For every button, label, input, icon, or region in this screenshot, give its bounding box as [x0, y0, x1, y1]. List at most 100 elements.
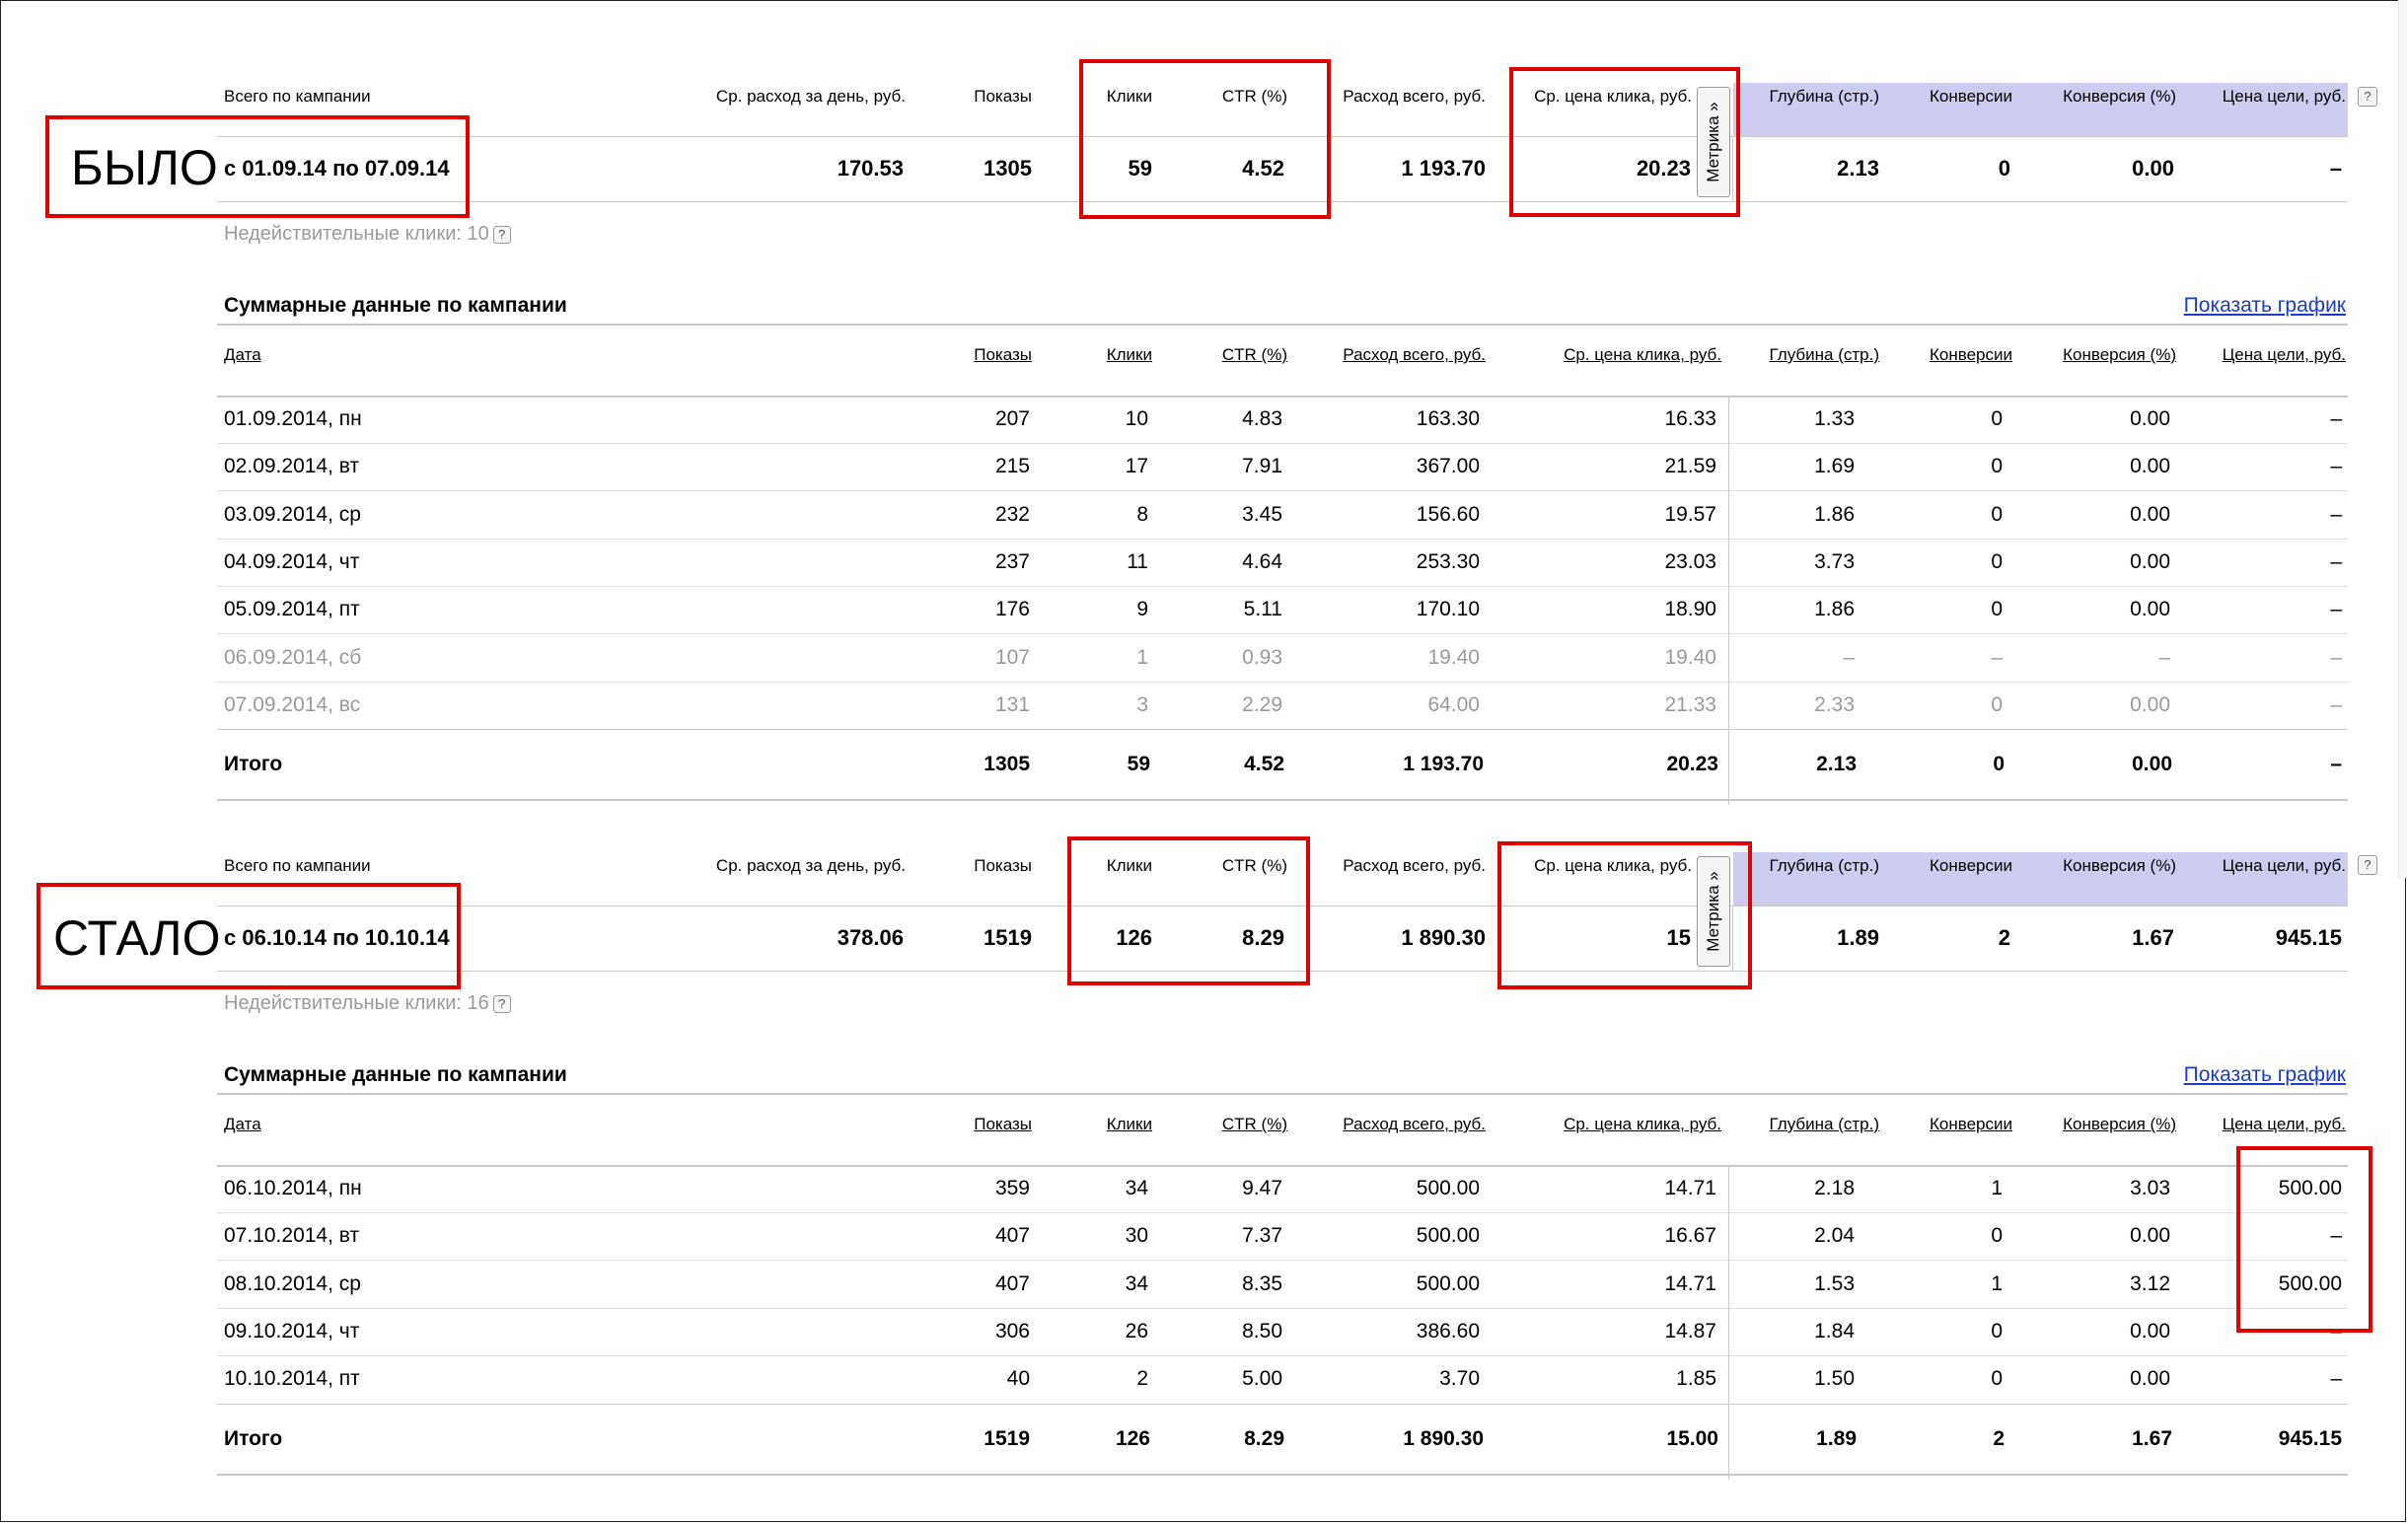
table-cell: 9: [1136, 598, 1148, 621]
table-cell: 0.00: [2130, 455, 2170, 478]
table-col-header[interactable]: Ср. цена клика, руб.: [1564, 345, 1721, 364]
total-cell: 1305: [984, 753, 1030, 776]
summary-col-header: Всего по кампании: [224, 87, 371, 106]
table-cell: 05.09.2014, пт: [224, 598, 360, 621]
table-cell: 0.93: [1242, 645, 1282, 669]
table-cell: 21.33: [1664, 692, 1716, 716]
table-cell: –: [2330, 692, 2342, 716]
summary-col-header: CTR (%): [1221, 87, 1287, 106]
table-cell: 8.35: [1242, 1271, 1282, 1295]
annotation-box-before-period: [45, 115, 470, 218]
table-cell: 215: [994, 455, 1030, 478]
table-col-header[interactable]: Цена цели, руб.: [2222, 1115, 2346, 1133]
summary-col-header: Глубина (стр.): [1769, 87, 1879, 106]
question-icon[interactable]: ?: [492, 226, 511, 244]
annotation-box-after-goal-price: [2236, 1146, 2372, 1333]
summary-value: 0: [1998, 156, 2010, 181]
table-col-header[interactable]: Глубина (стр.): [1769, 345, 1879, 364]
table-col-header[interactable]: Ср. цена клика, руб.: [1564, 1115, 1721, 1133]
question-icon[interactable]: ?: [492, 995, 511, 1013]
metrika-button[interactable]: Метрика »: [1697, 87, 1730, 197]
table-cell: –: [2330, 598, 2342, 621]
table-col-header[interactable]: Клики: [1106, 345, 1152, 364]
metrika-button[interactable]: Метрика »: [1697, 856, 1730, 967]
invalid-clicks-value: 16: [467, 992, 489, 1014]
table-col-header[interactable]: Конверсия (%): [2063, 1115, 2176, 1133]
total-cell: 2: [1993, 1426, 2005, 1450]
table-cell: 0.00: [2130, 407, 2170, 430]
table-row-divider: [217, 681, 2348, 683]
total-cell: 1519: [984, 1426, 1030, 1450]
table-col-header[interactable]: CTR (%): [1221, 345, 1287, 364]
summary-col-header: Цена цели, руб.: [2222, 87, 2346, 106]
table-title-border: [217, 324, 2348, 326]
table-cell: 03.09.2014, ср: [224, 502, 361, 526]
summary-value: 126: [1116, 925, 1152, 950]
annotation-box-after-period: [36, 883, 461, 989]
total-cell: 15.00: [1666, 1426, 1718, 1450]
show-graph-link[interactable]: Показать график: [2183, 1063, 2346, 1086]
table-col-header[interactable]: Конверсия (%): [2063, 345, 2176, 364]
table-bottom-border: [217, 1473, 2348, 1476]
table-cell: 359: [994, 1177, 1030, 1199]
table-col-header[interactable]: Расход всего, руб.: [1343, 1115, 1486, 1133]
table-cell: 7.37: [1242, 1224, 1282, 1248]
annotation-box-after-cpc: [1497, 841, 1752, 989]
summary-col-header: Ср. цена клика, руб.: [1534, 87, 1692, 106]
table-col-header[interactable]: Глубина (стр.): [1769, 1115, 1879, 1133]
summary-col-header: Ср. расход за день, руб.: [715, 856, 906, 875]
table-cell: 04.09.2014, чт: [224, 549, 360, 573]
summary-value: 15: [1666, 925, 1691, 950]
table-cell: 253.30: [1416, 549, 1480, 573]
table-cell: 107: [994, 645, 1030, 669]
table-cell: 06.09.2014, сб: [224, 645, 362, 669]
table-cell: 1: [1991, 1177, 2003, 1199]
table-col-header[interactable]: CTR (%): [1221, 1115, 1287, 1133]
total-cell: 945.15: [2278, 1426, 2342, 1450]
show-graph-link[interactable]: Показать график: [2183, 294, 2346, 317]
summary-col-header: CTR (%): [1221, 856, 1287, 875]
table-col-header[interactable]: Конверсии: [1930, 345, 2012, 364]
summary-divider: [1732, 906, 1733, 971]
total-cell: 1 890.30: [1403, 1426, 1484, 1450]
table-col-header[interactable]: Дата: [224, 345, 261, 364]
table-col-header[interactable]: Показы: [974, 345, 1032, 364]
table-cell: –: [2330, 645, 2342, 669]
table-cell: 0: [1991, 407, 2003, 430]
table-cell: 2.18: [1814, 1177, 1855, 1199]
total-top-border: [217, 729, 2348, 731]
table-cell: 19.40: [1664, 645, 1716, 669]
table-col-header[interactable]: Показы: [974, 1115, 1032, 1133]
summary-col-header: Расход всего, руб.: [1343, 856, 1486, 875]
page-scrollbar[interactable]: [2398, 0, 2407, 878]
table-col-header[interactable]: Клики: [1106, 1115, 1152, 1133]
table-cell: 237: [994, 549, 1030, 573]
table-col-header[interactable]: Конверсии: [1930, 1115, 2012, 1133]
label-before: БЫЛО: [71, 140, 218, 195]
table-divider: [1728, 397, 1729, 806]
table-col-header[interactable]: Расход всего, руб.: [1343, 345, 1486, 364]
help-question-icon-bottom[interactable]: ?: [2358, 855, 2377, 875]
total-cell: 0: [1993, 753, 2005, 776]
summary-col-header: Показы: [974, 87, 1032, 106]
table-cell: 34: [1125, 1177, 1148, 1199]
help-question-icon-top[interactable]: ?: [2358, 87, 2377, 107]
table-row-divider: [217, 1354, 2348, 1356]
table-cell: 14.71: [1664, 1271, 1716, 1295]
table-col-header[interactable]: Цена цели, руб.: [2222, 345, 2346, 364]
table-cell: 500.00: [1416, 1177, 1480, 1199]
table-cell: 40: [1006, 1367, 1030, 1391]
table-cell: 11: [1127, 549, 1148, 573]
table-cell: 367.00: [1416, 455, 1480, 478]
table-cell: 176: [994, 598, 1030, 621]
total-top-border: [217, 1403, 2348, 1405]
table-cell: 0.00: [2130, 1319, 2170, 1343]
summary-value: 20.23: [1636, 156, 1691, 181]
invalid-clicks-label: Недействительные клики:: [224, 992, 462, 1014]
table-cell: 1.53: [1814, 1271, 1855, 1295]
total-cell: 126: [1115, 1426, 1150, 1450]
table-cell: 16.67: [1664, 1224, 1716, 1248]
table-cell: –: [2330, 502, 2342, 526]
table-cell: 170.10: [1416, 598, 1480, 621]
table-col-header[interactable]: Дата: [224, 1115, 261, 1133]
